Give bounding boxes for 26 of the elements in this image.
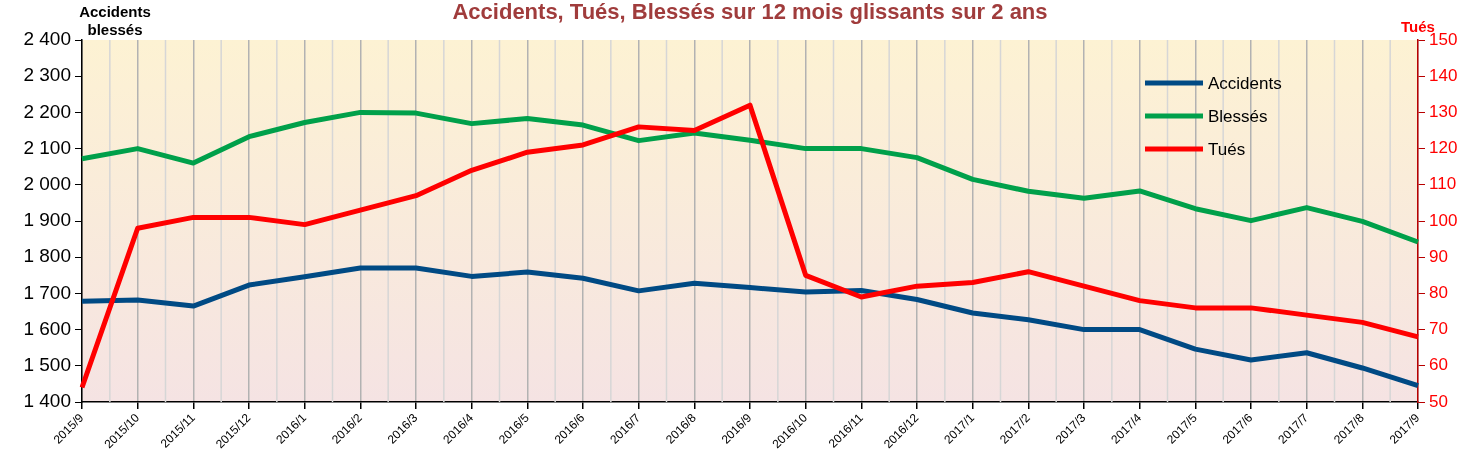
y-axis-title: Accidents blessés [79,2,151,38]
y2-tick-label: 60 [1429,355,1448,375]
y-tick-label: 2 100 [23,136,71,158]
chart-title: Accidents, Tués, Blessés sur 12 mois glissants sur 2 ans [452,0,1048,25]
y2-tick-label: 130 [1429,102,1458,122]
y2-tick-label: 80 [1429,283,1448,303]
y-tick-label: 1 700 [23,281,71,303]
y2-tick-label: 120 [1429,138,1458,158]
legend-label: Accidents [1208,73,1282,93]
y-tick-label: 2 400 [23,28,71,50]
y-tick-label: 1 500 [23,354,71,376]
y2-tick-label: 100 [1429,210,1458,230]
y2-tick-label: 50 [1429,391,1448,411]
y-tick-label: 2 200 [23,100,71,122]
y-tick-label: 1 400 [23,390,71,412]
y2-tick-label: 70 [1429,319,1448,339]
y2-tick-label: 90 [1429,246,1448,266]
y2-tick-label: 110 [1429,174,1457,194]
y-tick-label: 1 600 [23,317,71,339]
y-tick-label: 2 300 [23,64,71,86]
legend-label: Tués [1208,139,1246,159]
y-tick-label: 1 900 [23,209,71,231]
y-tick-label: 1 800 [23,245,71,267]
y-tick-label: 2 000 [23,173,71,195]
y2-tick-label: 140 [1429,65,1458,85]
legend-label: Blessés [1208,106,1268,126]
